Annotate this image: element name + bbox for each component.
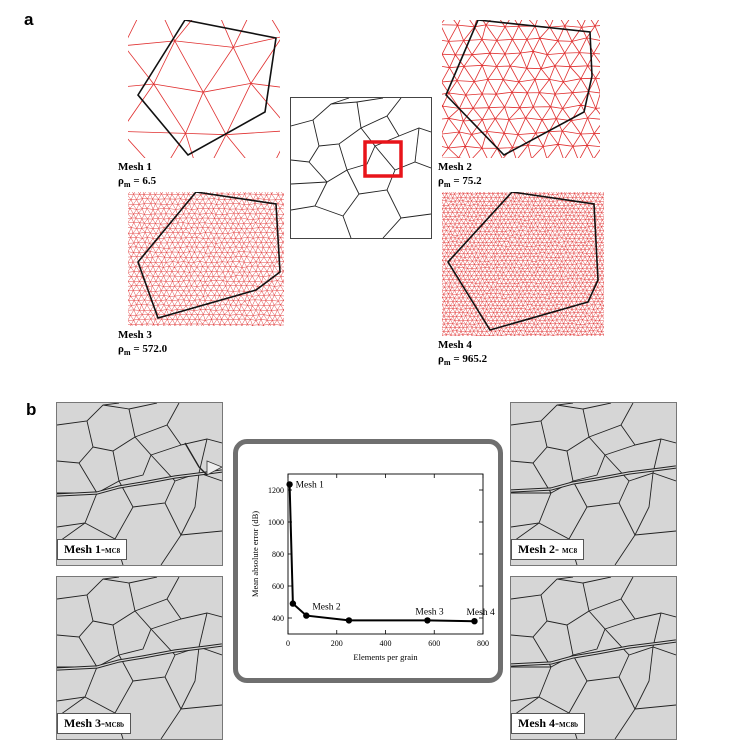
mesh-annotation: Mesh 3 <box>415 607 443 617</box>
grain-map-3: Mesh 3-MC8b <box>56 576 223 740</box>
y-tick-label: 600 <box>272 582 284 591</box>
grain-map-3-drawing <box>57 577 222 739</box>
error-chart: 0 200 400 600 800 400 600 800 1000 1200 Elements p… <box>250 473 495 662</box>
x-tick-label: 400 <box>380 639 392 648</box>
data-point <box>289 600 297 607</box>
mesh-4-density: ρm = 965.2 <box>438 353 488 368</box>
mesh-4-name: Mesh 4 <box>438 339 472 351</box>
y-tick-label: 800 <box>272 550 284 559</box>
grain-map-2-drawing <box>511 403 676 565</box>
error-series-line <box>288 484 475 623</box>
panel-b-letter: b <box>26 400 37 419</box>
y-tick-label: 400 <box>272 614 284 623</box>
mesh-annotation: Mesh 2 <box>312 603 340 613</box>
polycrystal-grains <box>291 98 431 238</box>
panel-a-letter: a <box>24 10 34 29</box>
mesh-annotation: Mesh 4 <box>466 608 494 618</box>
y-axis-label: Mean absolute error (dB) <box>250 511 260 597</box>
x-tick-label: 800 <box>477 639 489 648</box>
grain-map-1-label: Mesh 1-MC8 <box>57 539 128 560</box>
mesh-2-density: ρm = 75.2 <box>438 175 482 190</box>
grain-map-3-label: Mesh 3-MC8b <box>57 713 132 734</box>
y-tick-label: 1200 <box>268 486 284 495</box>
grain-map-4: Mesh 4-MC8b <box>510 576 677 740</box>
mesh-3-triangulation <box>128 192 284 326</box>
mesh-3-caption: Mesh 3 ρm = 572.0 <box>118 328 167 360</box>
grain-map-2: Mesh 2- MC8 <box>510 402 677 566</box>
mesh-3-image <box>128 192 284 326</box>
mesh-2-triangulation <box>442 20 600 158</box>
mesh-4-triangulation <box>442 192 604 336</box>
data-point <box>303 612 310 619</box>
x-tick-label: 600 <box>428 639 440 648</box>
x-tick-label: 0 <box>286 639 290 648</box>
mesh-2-caption: Mesh 2 ρm = 75.2 <box>438 160 482 192</box>
grain-map-2-label: Mesh 2- MC8 <box>511 539 585 560</box>
mesh-3-name: Mesh 3 <box>118 329 152 341</box>
grain-map-1: Mesh 1-MC8 <box>56 402 223 566</box>
data-point <box>345 617 353 624</box>
mesh-1-image <box>128 20 280 158</box>
data-point <box>471 618 478 625</box>
mesh-4-caption: Mesh 4 ρm = 965.2 <box>438 338 487 370</box>
grain-map-4-drawing <box>511 577 676 739</box>
mesh-2-name: Mesh 2 <box>438 161 472 173</box>
error-chart-frame: 0 200 400 600 800 400 600 800 1000 1200 Elements p… <box>233 439 503 683</box>
grain-map-4-label: Mesh 4-MC8b <box>511 713 586 734</box>
x-axis-label: Elements per grain <box>353 652 418 662</box>
data-point <box>286 481 293 488</box>
x-tick-label: 200 <box>331 639 343 648</box>
mesh-4-image <box>442 192 604 336</box>
mesh-annotation: Mesh 1 <box>296 480 324 490</box>
mesh-3-density: ρm = 572.0 <box>118 343 168 358</box>
polycrystal-overview <box>290 97 432 239</box>
mesh-1-caption: Mesh 1 ρm = 6.5 <box>118 160 156 192</box>
grain-map-1-drawing <box>57 403 222 565</box>
mesh-1-density: ρm = 6.5 <box>118 175 157 190</box>
y-tick-label: 1000 <box>268 518 284 527</box>
mesh-2-image <box>442 20 600 158</box>
mesh-1-name: Mesh 1 <box>118 161 152 173</box>
data-point <box>424 617 431 624</box>
mesh-1-triangulation <box>128 20 280 158</box>
